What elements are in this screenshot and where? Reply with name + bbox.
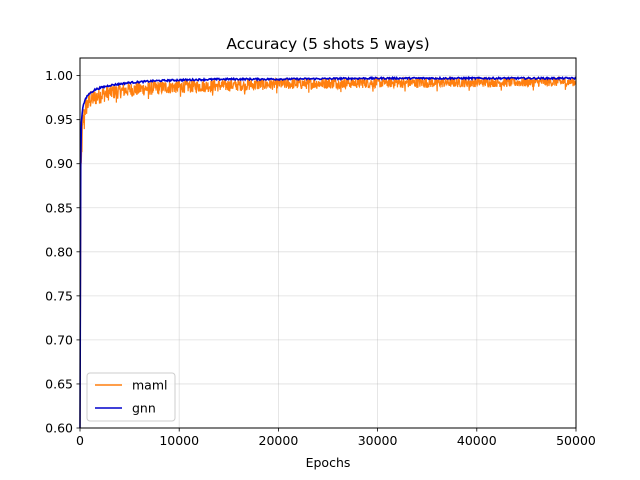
y-tick-label: 0.95 [45, 112, 73, 127]
x-tick-label: 30000 [358, 433, 398, 448]
x-tick-label: 0 [76, 433, 84, 448]
y-tick-label: 1.00 [45, 68, 73, 83]
legend-label-maml: maml [132, 378, 168, 393]
legend-label-gnn: gnn [132, 401, 156, 416]
chart-title: Accuracy (5 shots 5 ways) [226, 35, 429, 53]
y-tick-label: 0.65 [45, 376, 73, 391]
x-tick-label: 40000 [457, 433, 497, 448]
x-tick-label: 10000 [159, 433, 199, 448]
x-axis-label: Epochs [306, 455, 351, 470]
y-tick-label: 0.80 [45, 244, 73, 259]
y-tick-label: 0.75 [45, 288, 73, 303]
y-tick-label: 0.90 [45, 156, 73, 171]
y-tick-label: 0.70 [45, 332, 73, 347]
series-line-gnn [79, 75, 577, 429]
legend: maml gnn [86, 372, 176, 422]
y-tick-label: 0.60 [45, 421, 73, 436]
series-layer [79, 75, 577, 429]
grid-layer [80, 58, 576, 428]
series-line-maml [79, 75, 577, 429]
y-tick-label: 0.85 [45, 200, 73, 215]
plot-frame [79, 57, 577, 429]
x-tick-label: 50000 [556, 433, 596, 448]
tick-layer: 0 10000 20000 30000 40000 50000 0.60 0.65 0.70 0.… [45, 68, 596, 448]
x-tick-label: 20000 [259, 433, 299, 448]
